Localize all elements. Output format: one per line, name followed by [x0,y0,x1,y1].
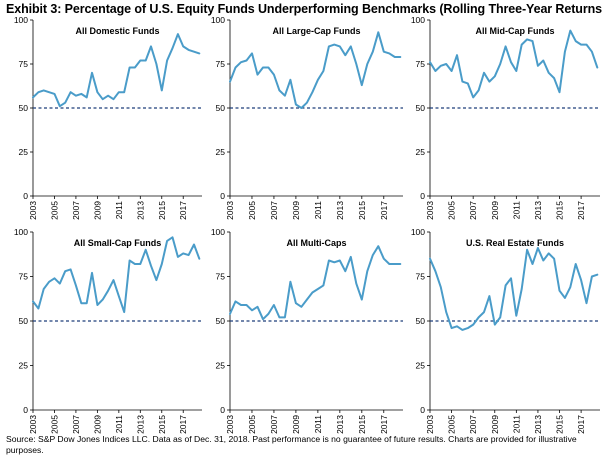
x-tick-label: 2005 [447,415,457,434]
x-tick-label: 2015 [555,415,565,434]
x-tick-label: 2009 [490,201,500,220]
x-tick-label: 2007 [269,201,279,220]
panel-title: U.S. Real Estate Funds [466,238,564,248]
x-tick-label: 2013 [135,415,145,434]
panel-title: All Large-Cap Funds [272,26,360,36]
x-tick-label: 2011 [511,201,521,220]
y-tick-label: 25 [216,361,226,371]
x-tick-label: 2007 [468,415,478,434]
y-tick-label: 25 [19,147,29,157]
panel-title: All Small-Cap Funds [74,238,162,248]
series-line [32,33,201,108]
x-tick-label: 2005 [447,201,457,220]
page-title: Exhibit 3: Percentage of U.S. Equity Fun… [6,2,602,16]
y-tick-label: 50 [216,103,226,113]
x-tick-label: 2007 [71,201,81,220]
x-tick-label: 2011 [313,415,323,434]
panel-4: 0 25 50 75 100 2003 2005 2007 2009 2011 2013 2015 20… [14,227,202,434]
y-tick-label: 0 [220,405,225,415]
x-tick-label: 2003 [225,201,235,220]
panel-2: 0 25 50 75 100 2003 2005 2007 2009 2011 2013 2015 20… [211,15,403,220]
y-tick-label: 100 [411,227,425,237]
y-tick-label: 50 [416,316,426,326]
series-line [429,29,599,99]
y-tick-label: 75 [216,59,226,69]
panel-3: 0 25 50 75 100 2003 2005 2007 2009 2011 2013 2015 20… [411,15,600,220]
x-tick-label: 2011 [511,415,521,434]
y-tick-label: 50 [19,103,29,113]
y-tick-label: 75 [216,272,226,282]
y-tick-label: 75 [19,272,29,282]
series-line [229,31,402,109]
y-tick-label: 50 [19,316,29,326]
y-tick-label: 50 [416,103,426,113]
series-line [32,236,201,314]
x-tick-label: 2015 [357,415,367,434]
x-tick-label: 2007 [269,415,279,434]
x-tick-label: 2013 [533,415,543,434]
x-tick-label: 2009 [291,201,301,220]
x-tick-label: 2015 [157,201,167,220]
y-tick-label: 0 [420,405,425,415]
x-tick-label: 2003 [425,201,435,220]
y-tick-label: 25 [416,147,426,157]
y-tick-label: 25 [416,361,426,371]
x-tick-label: 2009 [92,415,102,434]
panel-1: 0 25 50 75 100 2003 2005 2007 2009 2011 2013 2015 20… [14,15,202,220]
y-tick-label: 0 [220,191,225,201]
y-tick-label: 25 [19,361,29,371]
y-tick-label: 100 [211,15,225,25]
x-tick-label: 2011 [114,415,124,434]
panel-title: All Mid-Cap Funds [476,26,555,36]
panel-title: All Multi-Caps [287,238,347,248]
x-tick-label: 2007 [468,201,478,220]
panel-title: All Domestic Funds [75,26,159,36]
x-tick-label: 2005 [247,201,257,220]
x-tick-label: 2015 [555,201,565,220]
panel-5: 0 25 50 75 100 2003 2005 2007 2009 2011 2013 2015 20… [211,227,403,434]
x-tick-label: 2013 [135,201,145,220]
x-tick-label: 2003 [28,415,38,434]
y-tick-label: 100 [14,227,28,237]
source-note: Source: S&P Dow Jones Indices LLC. Data … [6,434,577,455]
x-tick-label: 2015 [357,201,367,220]
y-tick-label: 0 [23,191,28,201]
x-tick-label: 2013 [335,201,345,220]
x-tick-label: 2003 [425,415,435,434]
x-tick-label: 2011 [313,201,323,220]
x-tick-label: 2017 [576,201,586,220]
x-tick-label: 2005 [49,415,59,434]
y-tick-label: 100 [14,15,28,25]
y-tick-label: 25 [216,147,226,157]
x-tick-label: 2009 [490,415,500,434]
x-tick-label: 2007 [71,415,81,434]
x-tick-label: 2009 [291,415,301,434]
x-tick-label: 2017 [178,201,188,220]
x-tick-label: 2017 [178,415,188,434]
x-tick-label: 2009 [92,201,102,220]
y-tick-label: 75 [416,59,426,69]
y-tick-label: 50 [216,316,226,326]
panel-6: 0 25 50 75 100 2003 2005 2007 2009 2011 2013 2015 20… [411,227,600,434]
y-tick-label: 100 [411,15,425,25]
series-line [229,245,402,321]
x-tick-label: 2003 [225,415,235,434]
x-tick-label: 2005 [247,415,257,434]
x-tick-label: 2005 [49,201,59,220]
y-tick-label: 0 [23,405,28,415]
series-line [429,247,599,331]
y-tick-label: 75 [416,272,426,282]
x-tick-label: 2003 [28,201,38,220]
y-tick-label: 0 [420,191,425,201]
x-tick-label: 2017 [576,415,586,434]
x-tick-label: 2017 [379,415,389,434]
x-tick-label: 2013 [335,415,345,434]
x-tick-label: 2011 [114,201,124,220]
y-tick-label: 100 [211,227,225,237]
y-tick-label: 75 [19,59,29,69]
x-tick-label: 2017 [379,201,389,220]
x-tick-label: 2013 [533,201,543,220]
x-tick-label: 2015 [157,415,167,434]
